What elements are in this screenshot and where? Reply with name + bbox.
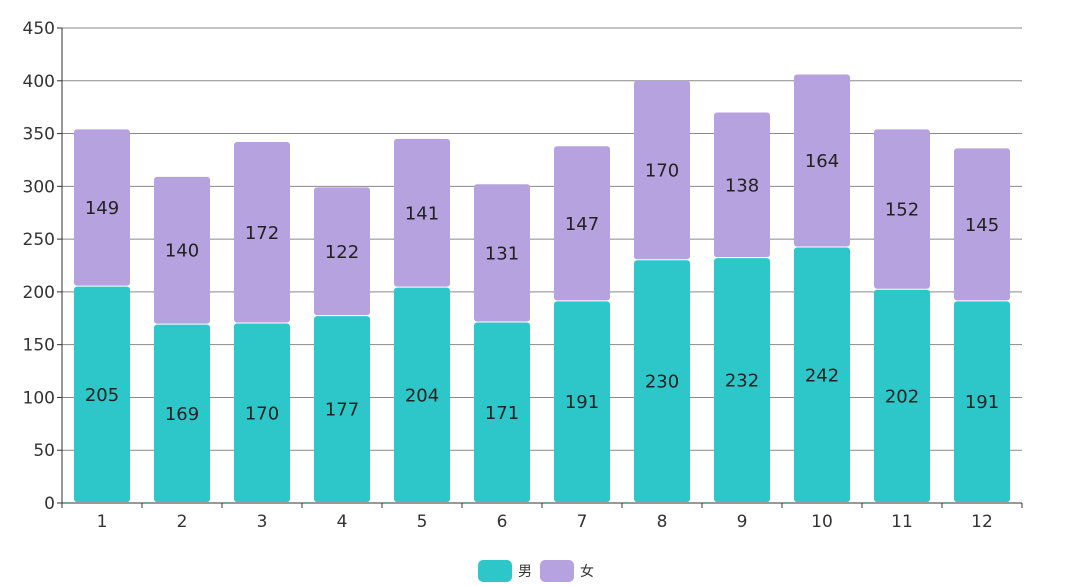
bar-male-6[interactable]: [474, 322, 530, 503]
x-tick-label: 9: [737, 512, 748, 532]
x-tick-label: 6: [497, 512, 508, 532]
data-label: 191: [565, 392, 599, 413]
bar-male-4[interactable]: [314, 316, 370, 502]
data-label: 204: [405, 385, 439, 406]
y-tick-label: 450: [23, 19, 55, 39]
y-tick-label: 50: [33, 441, 55, 461]
bar-male-8[interactable]: [634, 260, 690, 502]
legend-swatch: [478, 560, 512, 582]
bar-female-11[interactable]: [874, 129, 930, 289]
x-tick-label: 12: [971, 512, 993, 532]
bar-male-1[interactable]: [74, 286, 130, 502]
bar-female-4[interactable]: [314, 187, 370, 316]
data-label: 191: [965, 392, 999, 413]
bar-female-9[interactable]: [714, 112, 770, 258]
bar-female-5[interactable]: [394, 138, 450, 287]
x-tick-label: 11: [891, 512, 913, 532]
bar-male-12[interactable]: [954, 301, 1010, 502]
data-label: 149: [85, 198, 119, 219]
data-label: 170: [645, 161, 679, 182]
data-label: 141: [405, 203, 439, 224]
data-label: 140: [165, 241, 199, 262]
bar-female-1[interactable]: [74, 129, 130, 286]
data-label: 152: [885, 200, 919, 221]
x-tick-label: 1: [97, 512, 108, 532]
y-tick-label: 250: [23, 230, 55, 250]
bar-male-3[interactable]: [234, 323, 290, 502]
y-tick-label: 100: [23, 388, 55, 408]
bar-female-2[interactable]: [154, 176, 210, 324]
data-label: 164: [805, 151, 839, 172]
bar-female-6[interactable]: [474, 184, 530, 322]
data-label: 138: [725, 175, 759, 196]
data-label: 172: [245, 223, 279, 244]
data-label: 145: [965, 215, 999, 236]
bar-male-10[interactable]: [794, 247, 850, 502]
data-label: 170: [245, 403, 279, 424]
bar-male-2[interactable]: [154, 324, 210, 502]
bar-male-11[interactable]: [874, 289, 930, 502]
bar-male-7[interactable]: [554, 301, 610, 502]
data-label: 169: [165, 404, 199, 425]
bar-male-5[interactable]: [394, 287, 450, 502]
x-tick-label: 7: [577, 512, 588, 532]
y-tick-label: 300: [23, 177, 55, 197]
bar-female-8[interactable]: [634, 80, 690, 260]
data-label: 122: [325, 242, 359, 263]
x-tick-label: 10: [811, 512, 833, 532]
data-label: 131: [485, 243, 519, 264]
data-label: 202: [885, 386, 919, 407]
legend-label: 男: [518, 564, 532, 580]
data-label: 147: [565, 214, 599, 235]
bar-female-12[interactable]: [954, 148, 1010, 301]
x-tick-label: 2: [177, 512, 188, 532]
y-tick-label: 0: [44, 494, 55, 514]
legend-item-male[interactable]: 男: [478, 560, 532, 582]
x-tick-label: 5: [417, 512, 428, 532]
y-tick-label: 400: [23, 72, 55, 92]
gridlines: [62, 27, 1022, 451]
x-tick-label: 3: [257, 512, 268, 532]
data-label: 230: [645, 372, 679, 393]
data-label: 205: [85, 385, 119, 406]
y-tick-label: 150: [23, 336, 55, 356]
y-tick-label: 350: [23, 125, 55, 145]
legend-label: 女: [580, 563, 594, 580]
bars: 205 149 169 140 170 172 177 122 204 141 171 131 191 1…: [74, 74, 1010, 502]
bar-female-3[interactable]: [234, 142, 290, 323]
x-tick-label: 4: [337, 512, 348, 532]
data-label: 242: [805, 365, 839, 386]
x-tick-label: 8: [657, 512, 668, 532]
data-label: 177: [325, 400, 359, 421]
bar-female-10[interactable]: [794, 74, 850, 247]
data-label: 171: [485, 403, 519, 424]
legend-item-female[interactable]: 女: [540, 560, 594, 582]
y-tick-label: 200: [23, 283, 55, 303]
bar-female-7[interactable]: [554, 146, 610, 301]
legend-swatch: [540, 560, 574, 582]
bar-male-9[interactable]: [714, 258, 770, 502]
data-label: 232: [725, 371, 759, 392]
legend[interactable]: 男女: [478, 560, 594, 582]
